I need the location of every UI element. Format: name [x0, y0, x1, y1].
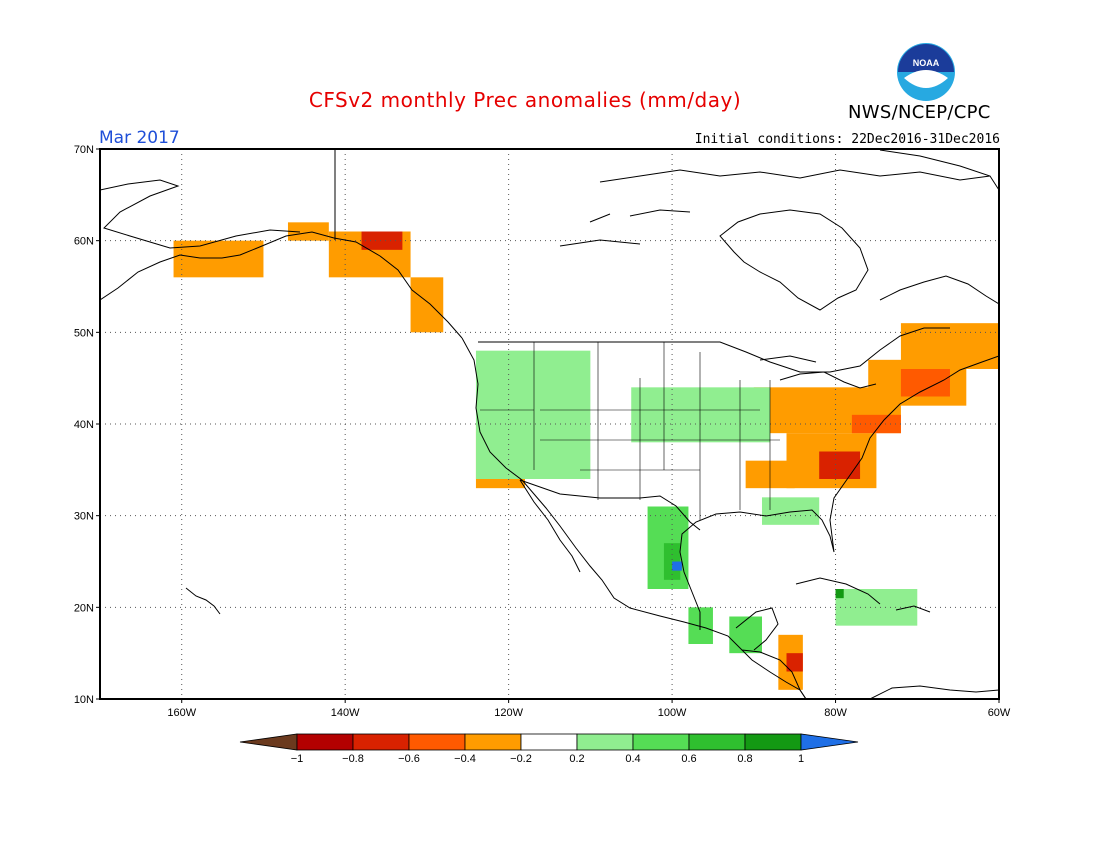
- lat-tick-label: 10N: [74, 694, 94, 706]
- initial-conditions: Initial conditions: 22Dec2016-31Dec2016: [694, 132, 1000, 147]
- west-coast: [461, 337, 807, 699]
- lon-tick-label: 140W: [331, 707, 360, 719]
- central-america: [741, 649, 807, 699]
- anomaly-region-4: [173, 240, 264, 278]
- anomaly-region-26: [835, 589, 844, 599]
- lat-tick-label: 60N: [74, 236, 94, 248]
- yucatan: [735, 607, 779, 651]
- labrador: [879, 275, 999, 305]
- forecast-period: Mar 2017: [99, 128, 180, 148]
- colorbar-label: −0.6: [398, 753, 420, 765]
- anomaly-region-11: [851, 414, 901, 434]
- colorbar-label: 0.4: [625, 753, 640, 765]
- anomaly-region-23: [475, 350, 591, 479]
- lat-tick-label: 50N: [74, 327, 94, 339]
- colorbar-low-arrow: [239, 733, 298, 751]
- graticule-grid: [100, 149, 999, 699]
- lat-tick-label: 30N: [74, 511, 94, 523]
- colorbar-swatch: [464, 733, 522, 751]
- great-lakes: [759, 355, 877, 389]
- state-borders: [480, 342, 780, 520]
- colorbar-swatch: [408, 733, 466, 751]
- coastlines-and-borders: [100, 149, 999, 699]
- anomaly-region-16: [786, 653, 803, 672]
- colorbar-label: 0.8: [737, 753, 752, 765]
- anomaly-region-21: [729, 616, 762, 654]
- noaa-logo: NOAA: [897, 43, 955, 101]
- lon-tick-label: 160W: [167, 707, 196, 719]
- agency-label: NWS/NCEP/CPC: [848, 102, 991, 123]
- hispaniola: [895, 605, 931, 613]
- anomaly-region-13: [900, 369, 950, 397]
- colorbar-high-arrow: [800, 733, 859, 751]
- anomaly-region-2: [361, 231, 403, 250]
- arctic-islands: [559, 169, 991, 247]
- us-mexico-border: [519, 479, 701, 531]
- colorbar-label: 0.6: [681, 753, 696, 765]
- lon-tick-label: 100W: [658, 707, 687, 719]
- colorbar-swatch: [632, 733, 690, 751]
- cuba: [795, 577, 881, 605]
- lon-tick-label: 60W: [988, 707, 1011, 719]
- anomaly-region-22: [631, 387, 771, 443]
- anomaly-region-24: [761, 497, 820, 525]
- anomaly-region-9: [819, 451, 861, 479]
- us-canada-border: [478, 327, 950, 373]
- lat-tick-label: 70N: [74, 144, 94, 156]
- greenland: [879, 149, 999, 191]
- colorbar-label: −0.4: [454, 753, 476, 765]
- anomaly-region-14: [900, 323, 999, 369]
- south-america: [869, 685, 999, 699]
- baja: [519, 479, 581, 573]
- anomaly-region-19: [672, 561, 682, 571]
- colorbar-label: −0.8: [342, 753, 364, 765]
- lon-tick-label: 120W: [494, 707, 523, 719]
- colorbar-swatch: [520, 733, 578, 751]
- alaska-north-coast: [100, 179, 301, 249]
- anomaly-region-25: [835, 589, 918, 626]
- colorbar: −1 −0.8 −0.6 −0.4 −0.2 0.2 0.4 0.6 0.8 1: [239, 733, 859, 765]
- anomaly-region-20: [688, 607, 713, 644]
- colorbar-swatch: [688, 733, 746, 751]
- gulf-coast: [679, 355, 999, 630]
- lat-tick-label: 20N: [74, 602, 94, 614]
- anomaly-region-0: [287, 222, 329, 241]
- alaska-coast: [100, 231, 463, 339]
- anomaly-region-3: [410, 277, 444, 333]
- logo-text: NOAA: [913, 58, 940, 68]
- colorbar-swatch: [296, 733, 354, 751]
- colorbar-swatch: [744, 733, 802, 751]
- colorbar-label: −1: [291, 753, 304, 765]
- hawaii: [185, 587, 221, 615]
- colorbar-label: 0.2: [569, 753, 584, 765]
- anomaly-cells: [173, 222, 999, 690]
- colorbar-label: −0.2: [510, 753, 532, 765]
- hudson-bay: [719, 209, 869, 311]
- colorbar-label: 1: [798, 753, 804, 765]
- chart-title: CFSv2 monthly Prec anomalies (mm/day): [308, 88, 742, 112]
- lat-tick-label: 40N: [74, 419, 94, 431]
- lon-tick-label: 80W: [824, 707, 847, 719]
- colorbar-swatch: [576, 733, 634, 751]
- colorbar-swatch: [352, 733, 410, 751]
